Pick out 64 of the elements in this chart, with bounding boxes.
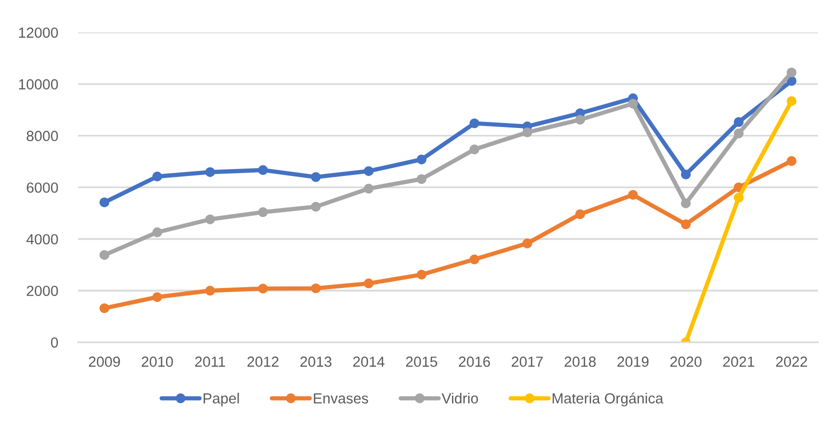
x-tick-label: 2019 bbox=[617, 356, 649, 367]
point bbox=[470, 144, 480, 154]
x-tick-label: 2017 bbox=[512, 356, 543, 367]
y-tick-label: 10000 bbox=[19, 79, 58, 90]
point bbox=[364, 184, 374, 194]
x-tick-label: 2014 bbox=[353, 356, 384, 367]
point bbox=[734, 128, 744, 138]
x-tick-label: 2016 bbox=[458, 356, 490, 367]
y-tick-label: 2000 bbox=[26, 286, 58, 296]
point bbox=[522, 127, 532, 138]
point bbox=[152, 292, 162, 302]
point bbox=[680, 170, 691, 180]
point bbox=[205, 286, 215, 296]
point bbox=[258, 284, 268, 294]
x-tick-label: 2021 bbox=[723, 356, 754, 367]
point bbox=[786, 96, 796, 106]
x-tick-label: 2011 bbox=[195, 356, 226, 367]
y-tick-label: 6000 bbox=[26, 182, 58, 193]
point bbox=[470, 254, 480, 264]
point bbox=[205, 214, 215, 224]
y-tick-label: 0 bbox=[50, 337, 58, 348]
legend-label: Papel bbox=[204, 392, 239, 406]
y-tick-label: 12000 bbox=[19, 28, 58, 38]
legend-label: Vidrio bbox=[442, 392, 478, 404]
point bbox=[152, 172, 162, 182]
point bbox=[152, 227, 162, 238]
point bbox=[680, 219, 691, 230]
point bbox=[680, 198, 691, 208]
point bbox=[416, 174, 426, 184]
legend-label: Envases bbox=[314, 393, 368, 404]
x-tick-label: 2012 bbox=[247, 356, 278, 367]
x-tick-label: 2018 bbox=[564, 356, 596, 367]
point bbox=[470, 118, 480, 128]
point bbox=[628, 98, 638, 109]
point bbox=[310, 202, 321, 212]
point bbox=[734, 117, 744, 127]
legend-label: Materia Orgánica bbox=[552, 392, 664, 406]
x-tick-label: 2020 bbox=[670, 356, 702, 367]
point bbox=[310, 283, 321, 294]
point bbox=[205, 167, 215, 177]
point bbox=[310, 172, 321, 182]
point bbox=[575, 209, 585, 220]
point bbox=[575, 114, 585, 125]
point bbox=[258, 207, 268, 217]
point bbox=[628, 190, 638, 200]
x-tick-label: 2022 bbox=[776, 356, 808, 367]
point bbox=[100, 303, 110, 314]
x-tick-label: 2015 bbox=[406, 356, 438, 367]
x-tick-label: 2013 bbox=[300, 356, 332, 367]
x-tick-label: 2009 bbox=[88, 356, 120, 367]
point bbox=[364, 278, 374, 288]
x-tick-label: 2010 bbox=[142, 356, 173, 367]
point bbox=[416, 154, 426, 164]
point bbox=[100, 197, 110, 208]
point bbox=[258, 165, 268, 175]
point bbox=[364, 166, 374, 176]
point bbox=[786, 68, 796, 78]
y-tick-label: 4000 bbox=[26, 234, 58, 244]
point bbox=[786, 156, 796, 166]
point bbox=[416, 270, 426, 280]
point bbox=[734, 192, 744, 203]
point bbox=[522, 238, 532, 248]
point bbox=[100, 250, 110, 260]
y-tick-label: 8000 bbox=[26, 130, 58, 142]
